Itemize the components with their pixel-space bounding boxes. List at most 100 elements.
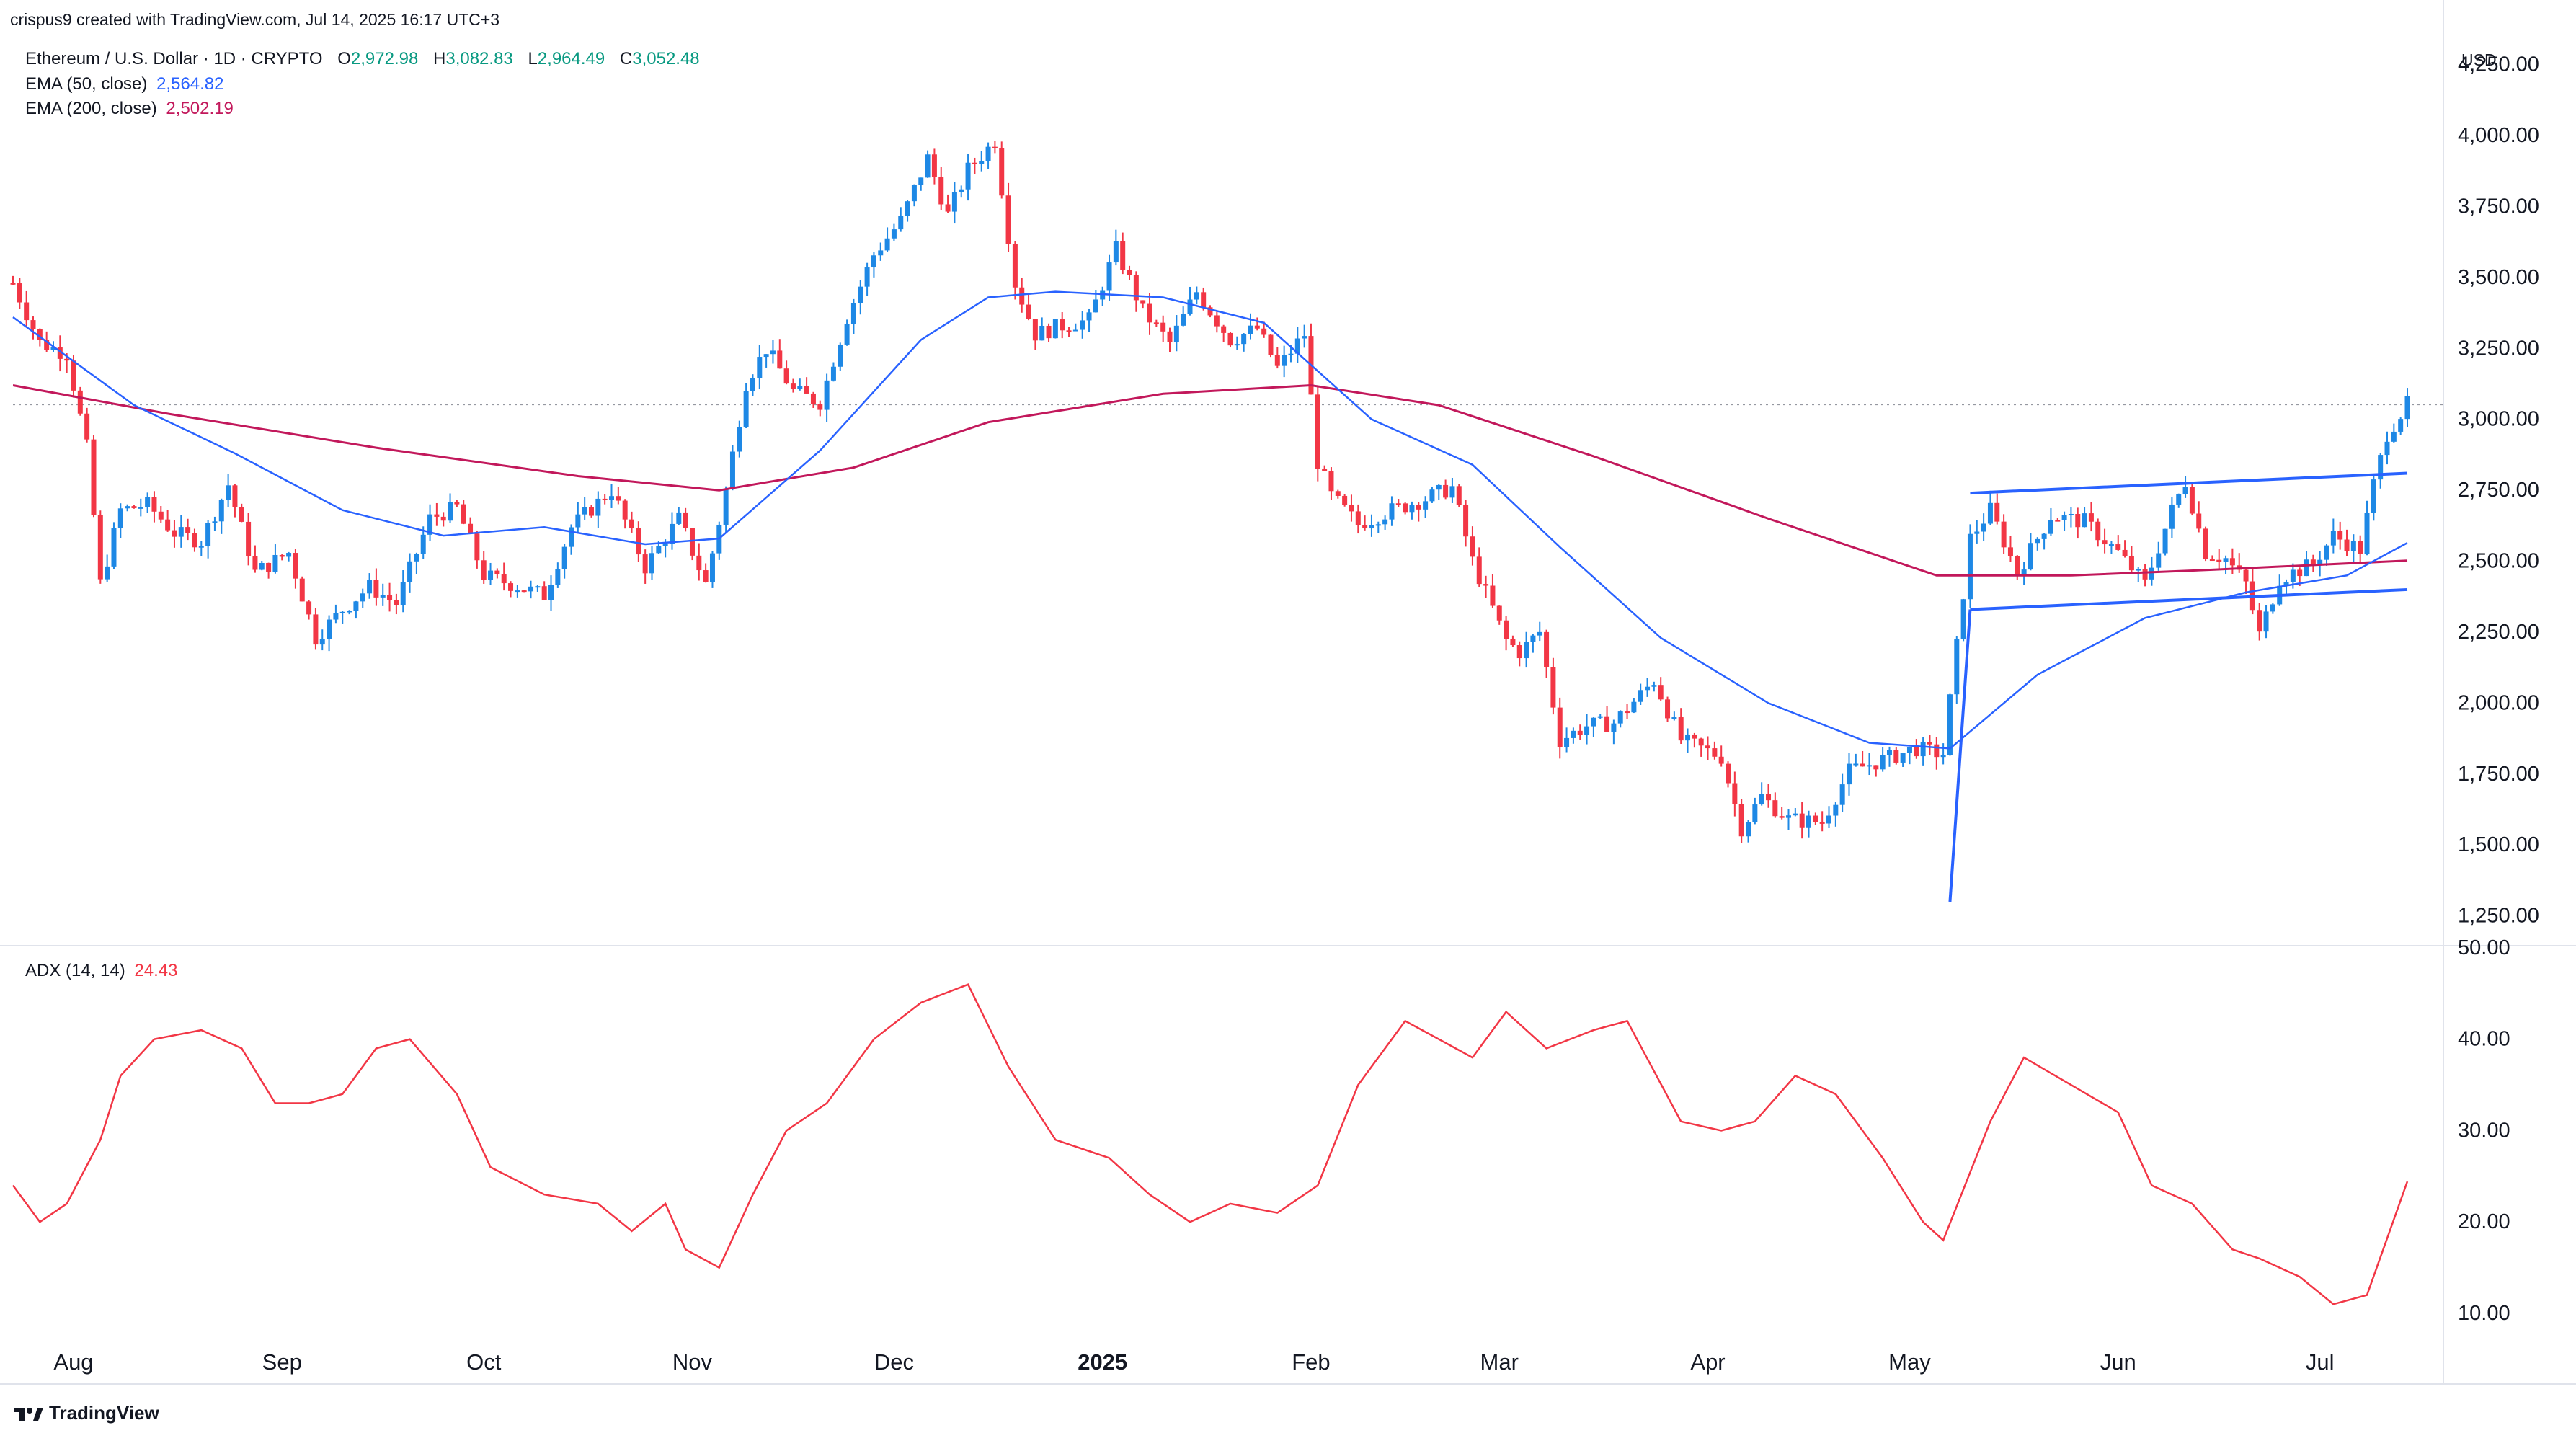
candle-body [205,523,211,546]
candle-body [2102,540,2108,545]
time-axis-label: Mar [1480,1349,1519,1375]
candle-body [1328,470,1334,492]
candle-body [1510,639,1516,646]
candle-body [561,546,567,569]
candle-body [1375,524,1381,526]
adx-tick-label: 20.00 [2458,1210,2510,1233]
candle-body [1133,275,1139,301]
candle-body [434,514,440,517]
candle-body [360,593,365,602]
candle-body [1254,325,1260,329]
candle-body [1577,730,1583,735]
candle-body [165,519,171,531]
candle-body [1940,755,1946,758]
candle-body [2371,479,2376,513]
candle-body [1530,635,1536,642]
candle-body [703,570,709,582]
candle-body [2324,545,2329,560]
candle-body [1806,815,1811,828]
price-tick-label: 1,750.00 [2458,763,2539,786]
candle-body [521,590,527,593]
candle-body [293,553,298,579]
candle-body [1967,533,1973,600]
candle-body [279,554,285,557]
candle-body [1914,747,1919,757]
candle-body [440,516,446,521]
candle-body [1685,734,1691,741]
candle-body [1409,505,1415,513]
candle-body [1282,355,1287,366]
candle-body [1382,519,1388,525]
candle-body [2229,558,2235,566]
candle-body [84,413,90,440]
candle-body [541,586,547,600]
candle-body [1516,645,1522,659]
candle-body [1584,726,1590,735]
candle-body [918,177,924,185]
candle-body [1738,804,1744,837]
candle-body [2344,539,2350,551]
candle-body [501,574,507,584]
candle-body [313,614,319,645]
candle-body [427,514,433,535]
candle-body [1793,813,1798,816]
candle-body [1759,794,1764,805]
candle-body [1692,734,1697,739]
candle-body [2169,504,2175,529]
candle-body [50,347,56,350]
candle-body [131,506,137,508]
candle-body [1274,355,1280,366]
candle-body [797,386,803,389]
ema50-legend[interactable]: EMA (50, close) 2,564.82 [25,74,224,94]
candle-body [1342,495,1348,505]
candle-body [71,360,76,391]
candle-body [1335,491,1341,496]
candle-body [1900,753,1906,763]
candle-body [192,533,197,548]
trendline [1970,471,2408,495]
candle-body [2391,431,2397,442]
currency-label[interactable]: USD [2461,50,2497,69]
ohlc-values: O2,972.98 H3,082.83 L2,964.49 C3,052.48 [327,49,699,68]
candle-body [582,507,587,515]
candle-body [1214,315,1220,327]
candle-body [669,523,675,544]
candle-body [1960,599,1966,639]
candle-body [2330,531,2336,546]
candle-body [548,584,554,600]
ema200-legend[interactable]: EMA (200, close) 2,502.19 [25,99,234,119]
candle-body [1012,244,1018,288]
candle-body [2115,544,2121,550]
candle-body [17,283,22,303]
candle-body [616,496,621,501]
candle-body [226,485,231,500]
candle-body [2196,513,2202,529]
candle-body [448,502,453,521]
candle-body [575,514,581,528]
adx-legend[interactable]: ADX (14, 14) 24.43 [25,961,177,981]
candle-body [1504,620,1509,639]
candle-body [925,154,931,178]
candle-body [750,378,755,391]
candle-body [911,185,917,202]
candle-body [770,350,776,355]
candle-body [1140,300,1146,304]
candle-body [1638,690,1643,702]
candle-body [232,485,238,507]
candle-body [689,528,695,556]
time-axis-label: Aug [53,1349,93,1375]
candle-body [373,580,379,598]
time-axis-label: Sep [262,1349,302,1375]
candle-body [2088,513,2094,522]
symbol-legend[interactable]: Ethereum / U.S. Dollar · 1D · CRYPTO O2,… [25,49,700,69]
price-tick-label: 3,250.00 [2458,337,2539,360]
high-value: 3,082.83 [445,49,513,68]
candle-body [683,512,688,528]
candle-body [642,554,648,574]
candle-body [1153,322,1159,324]
trendline [1970,587,2408,611]
candle-body [387,595,393,600]
adx-line [12,983,2409,1305]
tradingview-logo[interactable]: TradingView [14,1402,159,1424]
